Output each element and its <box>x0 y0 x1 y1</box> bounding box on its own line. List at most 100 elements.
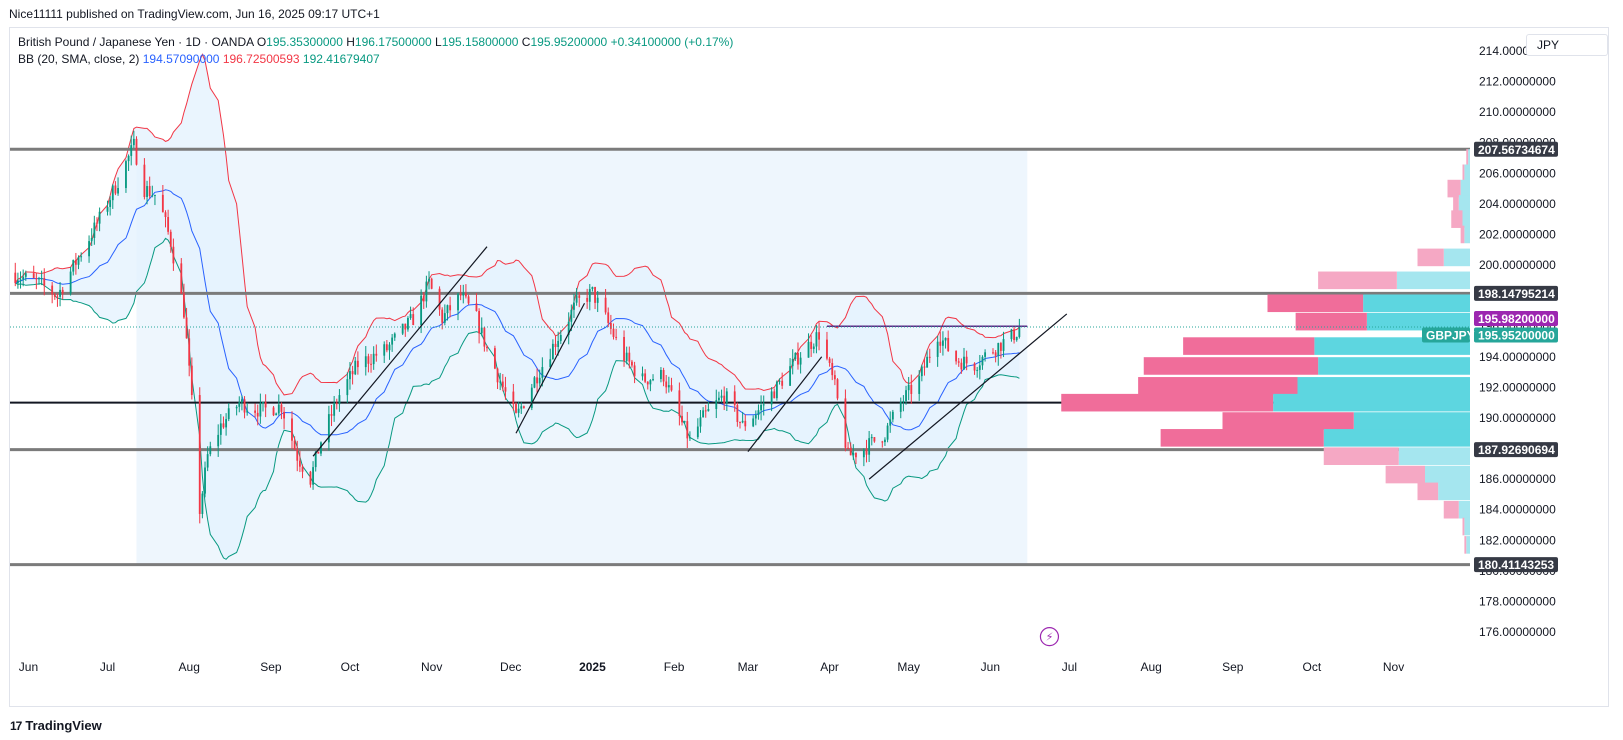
x-axis-tick-label: Aug <box>1140 660 1161 674</box>
candle-body <box>235 406 238 409</box>
low-label: L <box>435 35 442 49</box>
x-axis-tick-label: May <box>897 660 920 674</box>
candle-body <box>375 353 378 356</box>
bb-basis-value: 194.57090000 <box>142 52 220 66</box>
candle-body <box>169 231 172 247</box>
candle-body <box>957 361 960 363</box>
candle-body <box>981 356 984 366</box>
candle-body <box>633 365 636 377</box>
candle-body <box>778 380 781 382</box>
volume-profile-up-bar <box>1273 393 1470 412</box>
candle-body <box>93 222 96 238</box>
candle-body <box>98 211 101 224</box>
bb-legend[interactable]: BB (20, SMA, close, 2) 194.57090000 196.… <box>18 52 380 66</box>
candle-body <box>69 271 72 294</box>
x-axis-tick-label: Jun <box>981 660 1000 674</box>
candle-body <box>615 336 618 338</box>
volume-profile-up-bar <box>1458 195 1470 213</box>
volume-profile-up-bar <box>1458 500 1470 519</box>
volume-profile-down-bar <box>1464 536 1467 554</box>
candle-body <box>401 323 404 334</box>
bollinger-lower-line <box>15 237 1020 560</box>
candle-body <box>338 395 341 405</box>
volume-profile-up-bar <box>1464 225 1470 244</box>
close-label: C <box>521 35 531 49</box>
candle-body <box>238 402 241 407</box>
candle-body <box>797 352 799 365</box>
candle-body <box>762 404 765 406</box>
candle-body <box>475 303 478 312</box>
candle-body <box>56 296 59 298</box>
candle-body <box>148 186 151 197</box>
candle-body <box>976 369 979 371</box>
candle-body <box>388 344 391 351</box>
candle-body <box>143 164 146 197</box>
y-axis-tick-label: 182.00000000 <box>1479 533 1556 547</box>
candle-body <box>74 260 77 265</box>
volume-profile-up-bar <box>1363 294 1470 313</box>
bollinger-basis-line <box>15 189 1020 436</box>
candle-body <box>533 377 536 388</box>
candle-body <box>1013 329 1016 341</box>
current-price-tag <box>1474 327 1558 343</box>
candle-body <box>219 423 222 435</box>
candle-body <box>314 451 317 468</box>
candle-body <box>707 408 710 412</box>
candle-body <box>264 402 267 408</box>
candle-body <box>483 327 486 347</box>
trendline <box>747 356 823 452</box>
y-axis-tick-label: 210.00000000 <box>1479 105 1556 119</box>
candle-body <box>549 359 552 368</box>
candle-body <box>992 352 994 354</box>
level-price-tag <box>1474 442 1558 458</box>
candle-body <box>327 414 330 443</box>
candle-body <box>862 449 865 458</box>
candle-body <box>944 337 947 341</box>
candle-body <box>354 360 357 375</box>
candle-body <box>999 343 1002 351</box>
candle-body <box>493 348 496 369</box>
candle-body <box>704 410 707 412</box>
volume-profile-up-bar <box>1396 271 1470 290</box>
candle-body <box>496 368 499 383</box>
candle-body <box>662 369 665 382</box>
volume-profile-down-bar <box>1222 412 1354 430</box>
candle-body <box>430 278 433 289</box>
candle-body <box>678 390 681 416</box>
candle-body <box>335 403 338 405</box>
volume-profile-up-bar <box>1464 164 1470 183</box>
candle-body <box>164 212 167 218</box>
candle-body <box>38 278 40 280</box>
volume-profile-up-bar <box>1443 248 1470 267</box>
candle-body <box>868 438 871 455</box>
candle-body <box>963 356 965 370</box>
candle-body <box>72 260 75 272</box>
candle-body <box>412 314 415 326</box>
candle-body <box>997 343 1000 356</box>
candle-body <box>109 200 112 207</box>
candle-body <box>902 400 905 402</box>
candle-body <box>125 161 127 189</box>
candle-body <box>517 408 520 413</box>
candle-body <box>757 410 760 416</box>
x-axis-tick-label: Apr <box>820 660 839 674</box>
y-axis-tick-label: 204.00000000 <box>1479 197 1556 211</box>
candle-body <box>367 356 370 364</box>
tradingview-brand[interactable]: 17 TradingView <box>10 718 102 733</box>
trendline <box>868 313 1068 480</box>
candle-body <box>393 333 396 338</box>
candle-body <box>889 419 892 426</box>
currency-selector[interactable]: JPY <box>1526 34 1608 56</box>
candle-body <box>204 467 206 494</box>
candle-body <box>715 400 718 409</box>
candle-body <box>886 425 889 440</box>
candle-body <box>833 375 836 380</box>
symbol-tag-label: GBPJPY <box>1426 328 1475 342</box>
candle-body <box>683 421 686 423</box>
candle-body <box>425 281 428 302</box>
level-price-tag-label: 180.41143253 <box>1478 558 1554 572</box>
volume-profile-down-bar <box>1183 337 1315 355</box>
candle-body <box>512 391 515 405</box>
candle-body <box>446 305 449 314</box>
